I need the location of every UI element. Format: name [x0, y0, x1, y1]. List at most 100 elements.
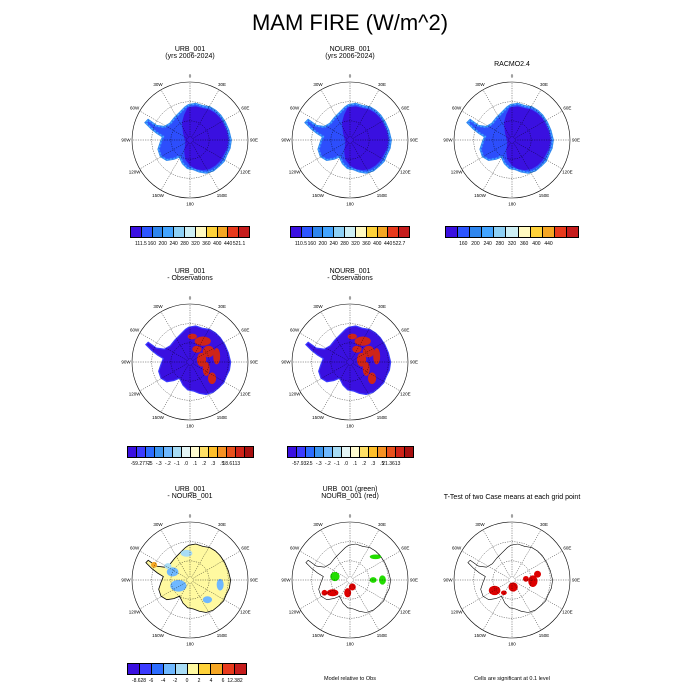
colorbar-swatch — [396, 447, 405, 457]
colorbar-tick-label: 110.5 — [294, 241, 307, 247]
coastal-margin — [466, 103, 554, 174]
latitude-circle — [311, 101, 389, 179]
colorbar-tick-label: 320 — [191, 241, 200, 247]
meridian-line — [299, 141, 348, 170]
meridian-line — [160, 89, 189, 138]
meridian-line — [320, 582, 349, 631]
longitude-label: 150W — [152, 193, 165, 198]
colorbar-swatch — [228, 227, 240, 237]
colorbar-tick-label: 160 — [147, 241, 156, 247]
colorbar-swatch — [324, 447, 333, 457]
longitude-label: 60W — [452, 106, 462, 111]
colorbar-tick-label: 160 — [307, 241, 316, 247]
colorbar-tick-label: 400 — [213, 241, 222, 247]
meridian-line — [139, 110, 188, 139]
colorbar-tick-label: 360 — [362, 241, 371, 247]
colorbar-tick-label: .5 — [380, 461, 385, 467]
colorbar-tick-label: 4 — [209, 678, 213, 684]
longitude-label: 30E — [378, 522, 386, 527]
longitude-label: 150E — [217, 633, 228, 638]
colorbar-tick-label: 280 — [340, 241, 349, 247]
longitude-label: 180 — [186, 202, 194, 207]
longitude-label: 30E — [218, 304, 226, 309]
urb-marker-area — [369, 554, 382, 560]
colorbar-swatch — [199, 664, 212, 674]
colorbar-swatch — [342, 447, 351, 457]
longitude-label: 60W — [290, 328, 300, 333]
ice-sheet-east — [341, 106, 389, 171]
meridian-line — [352, 581, 401, 610]
longitude-label: 120E — [240, 170, 251, 175]
panel-title-urb: URB_001 (yrs 2006-2024) — [165, 46, 215, 60]
longitude-label: 0 — [349, 296, 352, 301]
longitude-label: 30E — [378, 82, 386, 87]
colorbar-swatch — [369, 447, 378, 457]
meridian-line — [299, 363, 348, 392]
meridian-line — [351, 142, 380, 191]
meridian-line — [482, 529, 511, 578]
meridian-line — [352, 332, 401, 361]
longitude-label: 60E — [241, 328, 249, 333]
negative-difference-area — [216, 578, 224, 591]
meridian-line — [191, 89, 220, 138]
meridian-line — [299, 581, 348, 610]
map-ttest: 0 30E 60E 90E 120E 150E 180 150W 120W 90W 60W 30W — [443, 514, 580, 647]
colorbar-tick-label: .1 — [192, 461, 198, 467]
colorbar-tick-label: 280 — [495, 241, 504, 247]
colorbar-swatch — [235, 664, 247, 674]
positive-bias-area — [213, 348, 221, 365]
colorbar-tick-label: -59.2772 — [130, 461, 151, 467]
meridian-line — [299, 332, 348, 361]
meridian-line — [352, 141, 401, 170]
nourb-marker-area — [326, 589, 339, 597]
colorbar-tick-label: .2 — [202, 461, 207, 467]
longitude-label: 150W — [312, 193, 325, 198]
panel-title-racmo: RACMO2.4 — [494, 61, 530, 68]
longitude-label: 0 — [511, 74, 514, 79]
meridian-line — [461, 141, 510, 170]
longitude-label: 150E — [217, 193, 228, 198]
map-nourb-obs: 0 30E 60E 90E 120E 150E 180 150W 120W 90W 60W 30W — [281, 296, 418, 429]
positive-bias-area — [202, 345, 215, 358]
colorbar-swatch — [482, 227, 495, 237]
longitude-label: 60W — [130, 546, 140, 551]
colorbar-tick-label: 240 — [483, 241, 492, 247]
longitude-label: 90W — [121, 138, 131, 143]
meridian-line — [482, 89, 511, 138]
significant-cell-area — [488, 585, 501, 596]
map-model-rel: 0 30E 60E 90E 120E 150E 180 150W 120W 90W 60W 30W — [281, 514, 418, 647]
longitude-label: 120E — [400, 610, 411, 615]
colorbar-tick-label: -.3 — [155, 461, 162, 467]
colorbar-swatch — [131, 227, 142, 237]
colorbar-tick-label: 200 — [158, 241, 167, 247]
colorbar-swatch — [377, 227, 389, 237]
map-boundary-circle — [453, 521, 571, 639]
colorbar-tick-label: 200 — [471, 241, 480, 247]
latitude-circle — [151, 541, 229, 619]
colorbar-tick-label: 400 — [373, 241, 382, 247]
meridian-line — [192, 332, 241, 361]
longitude-label: 120E — [240, 610, 251, 615]
colorbar-swatch — [315, 447, 324, 457]
latitude-circle — [330, 342, 370, 382]
ice-sheet-east — [503, 106, 551, 171]
significant-cell-area — [508, 582, 518, 592]
longitude-label: 120W — [289, 170, 302, 175]
meridian-line — [514, 550, 563, 579]
colorbar-swatch — [195, 227, 207, 237]
colorbar-urb — [130, 226, 250, 238]
longitude-label: 180 — [346, 642, 354, 647]
longitude-label: 180 — [508, 202, 516, 207]
meridian-line — [351, 582, 380, 631]
meridian-line — [160, 529, 189, 578]
meridian-line — [351, 89, 380, 138]
colorbar-swatch — [542, 227, 555, 237]
positive-bias-area — [187, 333, 197, 340]
longitude-label: 90E — [410, 578, 418, 583]
longitude-label: 120E — [400, 170, 411, 175]
latitude-circle — [311, 323, 389, 401]
longitude-label: 60E — [241, 106, 249, 111]
colorbar-tick-label: 440 — [384, 241, 393, 247]
map-boundary-circle — [453, 81, 571, 199]
map-boundary-circle — [131, 81, 249, 199]
